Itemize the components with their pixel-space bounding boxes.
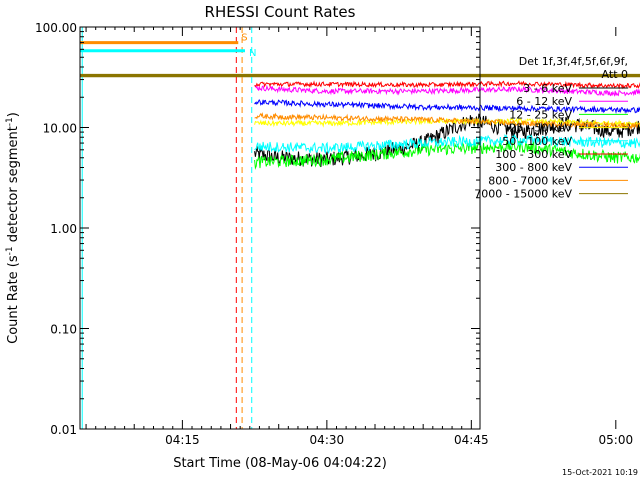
series-line-50-100keV [254,133,640,155]
x-tick-label: 04:30 [310,433,345,447]
y-tick-label: 1.00 [50,222,77,236]
series-line-100-300keV [254,80,640,90]
chart-title: RHESSI Count Rates [205,3,356,21]
legend-label: 12 - 25 keV [509,108,572,121]
legend-label: 50 - 100 keV [502,135,572,148]
y-axis-label-part: ) [6,112,21,117]
legend-label: 100 - 300 keV [495,148,572,161]
x-tick-label: 05:00 [599,433,634,447]
y-axis-label-exponent: -1 [5,117,15,126]
series-line-25-50keV [254,117,640,128]
y-axis-label-part: Count Rate (s [6,255,21,344]
plot-frame [79,26,481,430]
x-tick-label: 04:45 [454,433,489,447]
y-axis-label: Count Rate (s-1 detector segment-1) [5,112,21,344]
legend-label: 6 - 12 keV [516,95,572,108]
legend-label: 7000 - 15000 keV [474,188,572,201]
flags-layer: SNFFDZ [80,33,640,77]
legend-label: 800 - 7000 keV [488,174,572,187]
legend-label: 3 - 6 keV [523,82,572,95]
series-line-800-7000keV [254,111,640,131]
series-line-300-800keV [254,98,640,114]
legend-header-attenuator: Att 0 [602,68,628,81]
flag-label: S [241,33,247,44]
y-tick-label: 0.01 [50,423,77,437]
axes-layer: 100.00 10.00 1.00 0.10 0.01 04:15 04:30 04:45 05… [35,21,634,447]
y-tick-label: 10.00 [43,122,77,136]
legend: Det 1f,3f,4f,5f,6f,9f, Att 0 3 - 6 keV6 … [474,55,628,201]
legend-header-detectors: Det 1f,3f,4f,5f,6f,9f, [519,55,628,68]
series-line-6-12keV [254,84,640,97]
footer-timestamp: 15-Oct-2021 10:19 [562,468,638,477]
legend-label: 25 - 50 keV [509,122,572,135]
legend-label: 300 - 800 keV [495,161,572,174]
series-line-3-6keV [254,113,640,167]
flag-label: N [249,48,256,59]
series-line-12-25keV [254,138,640,170]
y-axis-label-exponent: -1 [5,246,15,255]
x-axis-label: Start Time (08-May-06 04:04:22) [173,456,387,471]
y-axis-label-part: detector segment [6,126,21,246]
x-tick-label: 04:15 [165,433,200,447]
y-tick-label: 0.10 [50,323,77,337]
y-tick-label: 100.00 [35,21,77,35]
